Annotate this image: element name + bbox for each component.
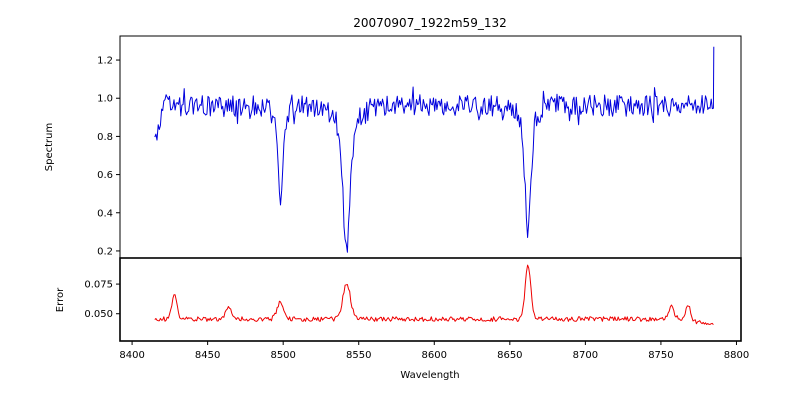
y-tick-label: 0.075 (84, 280, 113, 291)
spectrum-line (154, 46, 715, 253)
x-tick-label: 8500 (270, 350, 295, 361)
error-panel-border (119, 257, 742, 342)
x-tick-label: 8450 (195, 350, 220, 361)
y-tick-label: 0.6 (97, 170, 113, 181)
y-axis-label-spectrum: Spectrum (44, 123, 55, 171)
y-tick-label: 0.2 (97, 246, 113, 257)
x-tick-label: 8750 (648, 350, 673, 361)
x-tick-label: 8800 (724, 350, 749, 361)
spectrum-panel-border (119, 35, 742, 259)
chart-title: 20070907_1922m59_132 (353, 16, 506, 30)
y-tick-label: 0.4 (97, 208, 113, 219)
x-tick-label: 8550 (346, 350, 371, 361)
x-tick-label: 8400 (119, 350, 144, 361)
error-line (154, 264, 714, 326)
y-tick-label: 0.8 (97, 132, 113, 143)
y-tick-label: 0.050 (84, 309, 113, 320)
x-tick-label: 8700 (573, 350, 598, 361)
x-tick-label: 8650 (497, 350, 522, 361)
x-axis-label: Wavelength (400, 370, 459, 381)
x-tick-label: 8600 (422, 350, 447, 361)
y-tick-label: 1.2 (97, 56, 113, 67)
y-tick-label: 1.0 (97, 94, 113, 105)
axis-ticks: 8400 8450 8500 8550 8600 8650 8700 8750 8800 0.2 0… (84, 56, 749, 361)
y-axis-label-error: Error (55, 287, 66, 312)
